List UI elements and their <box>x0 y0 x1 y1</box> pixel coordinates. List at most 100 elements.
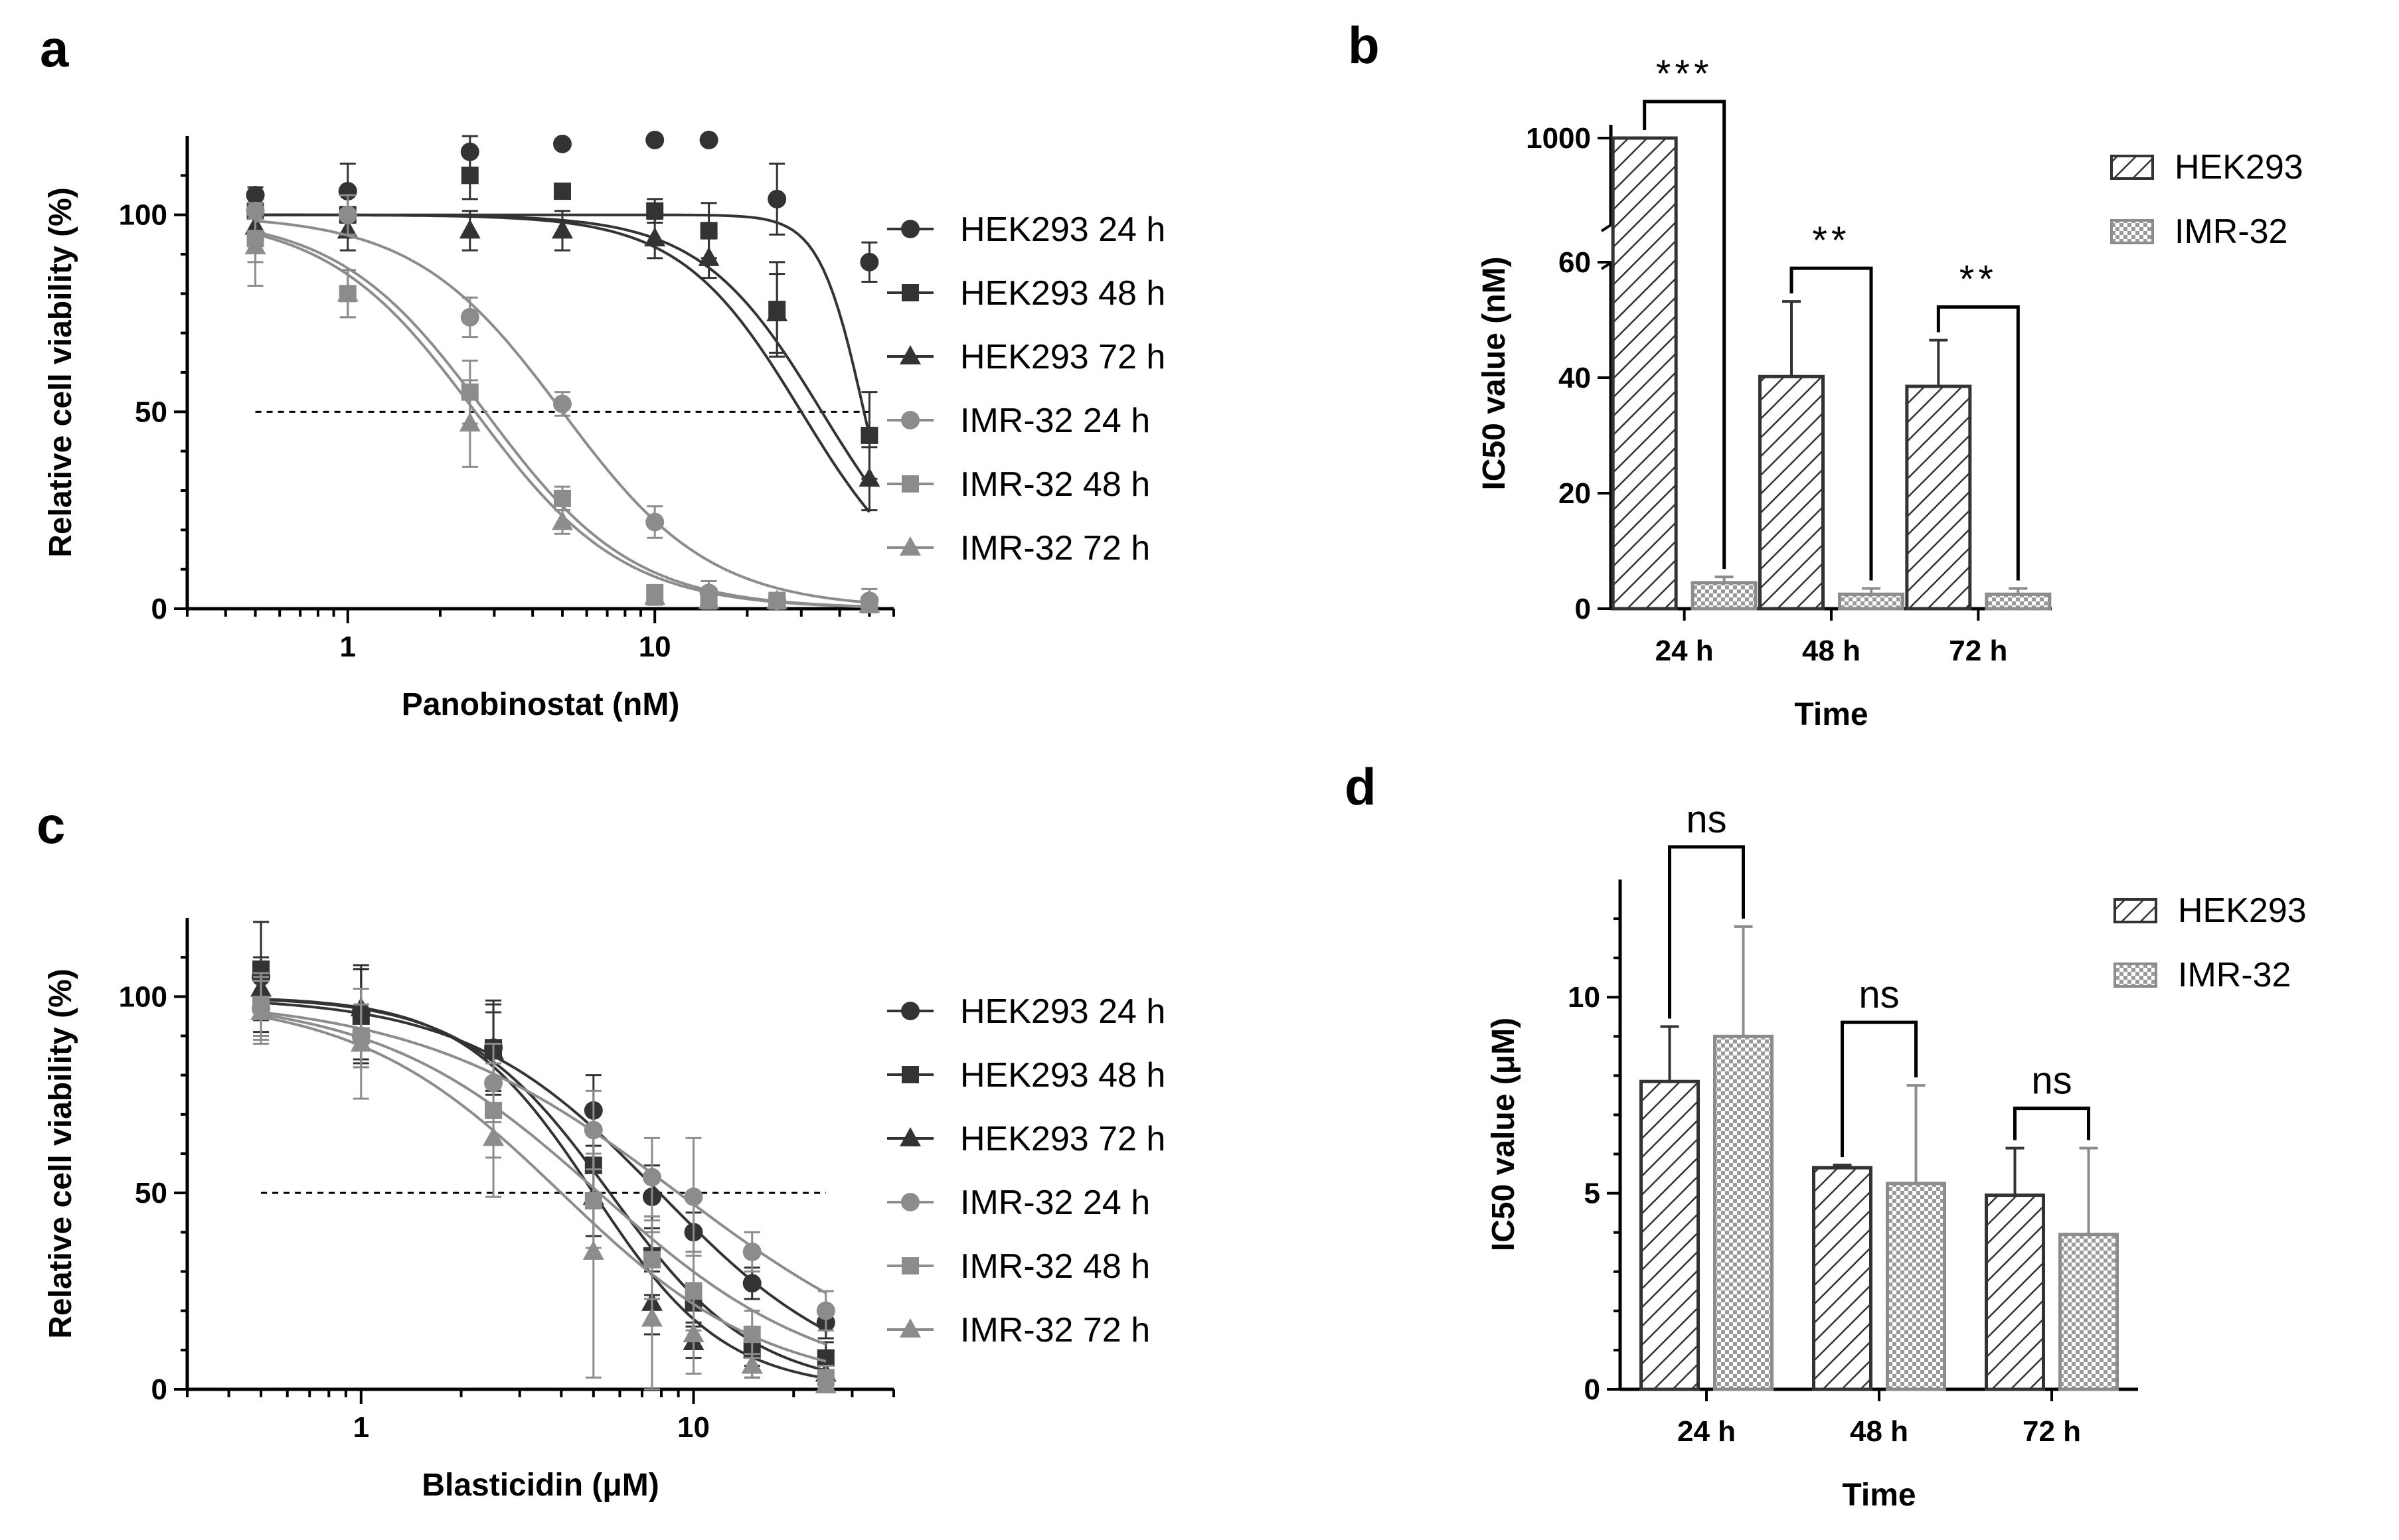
legend-label: IMR-32 72 h <box>960 529 1150 568</box>
bar-imr-32-24-h <box>1713 1034 1774 1391</box>
legend-entry-hek293: HEK293 <box>2113 891 2307 930</box>
series-imr-32-24-h <box>246 194 879 611</box>
panel-label-b: b <box>1348 16 1380 74</box>
x-tick-label-1: 1 <box>353 1411 369 1444</box>
significance-bracket-72-h <box>2013 1107 2090 1140</box>
series-imr-32-72-h <box>250 980 837 1394</box>
legend-entry-hek293-72-h: HEK293 72 h <box>887 1120 1165 1158</box>
bar-imr-32-24-h <box>1691 581 1758 611</box>
data-point-imr-32-72-h <box>459 412 481 432</box>
significance-bracket-48-h <box>1841 1020 1918 1158</box>
y-axis-title: Relative cell viability (%) <box>43 187 78 558</box>
x-tick-label-24-h: 24 h <box>1655 635 1714 667</box>
legend-marker <box>901 1002 920 1020</box>
legend-marker <box>901 1193 920 1211</box>
data-point-imr-32-72-h <box>741 1354 763 1374</box>
x-axis-title: Panobinostat (nM) <box>402 687 680 722</box>
y-tick-label-0: 0 <box>1575 593 1591 625</box>
y-tick-label-0: 0 <box>151 1373 167 1406</box>
legend-swatch <box>2110 155 2154 180</box>
legend-entry-hek293-24-h: HEK293 24 h <box>887 992 1165 1031</box>
legend-marker <box>900 1318 921 1338</box>
fit-curve-hek293-72-h <box>261 998 827 1380</box>
legend-entry-hek293: HEK293 <box>2110 148 2303 187</box>
x-tick-label-10: 10 <box>677 1411 710 1444</box>
data-point-imr-32-72-h <box>350 1032 372 1052</box>
legend-label: HEK293 48 h <box>960 1056 1165 1095</box>
legend-label: HEK293 <box>2175 148 2303 187</box>
panel-label-c: c <box>37 796 65 854</box>
data-point-imr-32-72-h <box>250 1001 272 1020</box>
data-point-hek293-24-h <box>246 186 265 204</box>
data-point-imr-32-24-h <box>642 1168 661 1187</box>
bar-hek293-72-h <box>1985 1194 2045 1391</box>
y-tick-label-10: 10 <box>1568 981 1600 1014</box>
legend-marker <box>901 411 920 429</box>
panel-c-dose-response-chart: 0 50 100 1 10 Blasticidin (μM) Relative cell v… <box>43 918 1165 1503</box>
legend-marker <box>902 1066 919 1083</box>
data-point-imr-32-72-h <box>337 282 359 302</box>
legend-label: IMR-32 72 h <box>960 1311 1150 1349</box>
legend-label: HEK293 24 h <box>960 210 1165 249</box>
legend-entry-imr-32-24-h: IMR-32 24 h <box>887 1184 1150 1222</box>
y-axis-title: Relative cell viability (%) <box>43 968 78 1339</box>
significance-label-48-h: ns <box>1859 973 1899 1016</box>
legend-label: IMR-32 24 h <box>960 402 1150 440</box>
data-point-imr-32-72-h <box>244 235 266 255</box>
legend-marker <box>902 284 919 301</box>
legend-label: HEK293 72 h <box>960 1120 1165 1158</box>
panel-a-dose-response-chart: 0 50 100 1 10 Panobinostat (nM) Relative cell … <box>43 130 1165 722</box>
data-point-imr-32-72-h <box>644 585 666 605</box>
data-point-hek293-48-h <box>553 183 571 200</box>
data-point-hek293-72-h <box>859 467 880 487</box>
panel-label-d: d <box>1345 757 1376 816</box>
data-point-imr-32-24-h <box>645 512 665 532</box>
data-point-imr-32-72-h <box>698 589 720 609</box>
bar-hek293-48-h <box>1812 1166 1872 1391</box>
bar-imr-32-72-h <box>2058 1233 2119 1391</box>
y-tick-label-100: 100 <box>119 199 167 232</box>
y-tick-label-60: 60 <box>1558 246 1591 279</box>
legend-label: IMR-32 <box>2175 212 2287 251</box>
data-point-imr-32-24-h <box>816 1301 835 1320</box>
data-point-hek293-24-h <box>645 130 665 149</box>
bar-hek293-48-h <box>1758 374 1825 611</box>
data-point-hek293-24-h <box>552 134 572 153</box>
bar-imr-32-72-h <box>1985 592 2052 611</box>
legend-entry-imr-32: IMR-32 <box>2113 956 2291 994</box>
y-tick-label-20: 20 <box>1558 477 1591 510</box>
y-axis-title: IC50 value (μM) <box>1486 1018 1521 1251</box>
bar-hek293-24-h <box>1611 136 1678 611</box>
data-point-hek293-24-h <box>699 130 718 149</box>
y-tick-label-0: 0 <box>151 593 167 625</box>
series-imr-32-72-h <box>244 206 880 613</box>
legend-label: HEK293 72 h <box>960 338 1165 376</box>
data-point-hek293-48-h <box>861 426 878 444</box>
x-axis-title: Time <box>1842 1478 1916 1513</box>
x-tick-label-24-h: 24 h <box>1677 1415 1736 1448</box>
data-point-hek293-72-h <box>698 246 720 266</box>
significance-label-72-h: ns <box>2031 1059 2072 1103</box>
legend-entry-hek293-72-h: HEK293 72 h <box>887 338 1165 376</box>
legend-swatch <box>2110 219 2154 244</box>
panel-d-ic50-bar-chart: 0 5 10 24 h ns 48 h ns 72 h ns Time IC50 value (μM… <box>1486 798 2307 1513</box>
legend-entry-hek293-48-h: HEK293 48 h <box>887 1056 1165 1095</box>
y-tick-label-5: 5 <box>1584 1178 1600 1210</box>
significance-label-24-h: *** <box>1656 52 1713 96</box>
x-axis-title: Blasticidin (μM) <box>422 1468 659 1503</box>
panel-b-ic50-bar-chart: 0 20 40 60 1000 24 h *** 48 h ** 72 h ** Time IC50 v… <box>1477 52 2303 732</box>
data-point-imr-32-24-h <box>684 1188 703 1207</box>
data-point-hek293-24-h <box>768 189 787 208</box>
series-hek293-72-h <box>250 956 837 1387</box>
data-point-hek293-72-h <box>459 219 481 239</box>
legend-swatch <box>2113 963 2157 988</box>
data-point-imr-32-24-h <box>742 1242 762 1261</box>
legend-label: IMR-32 48 h <box>960 1247 1150 1286</box>
legend-marker <box>900 1127 921 1146</box>
legend-entry-imr-32: IMR-32 <box>2110 212 2287 251</box>
significance-label-48-h: ** <box>1812 219 1850 262</box>
data-point-imr-32-72-h <box>766 589 788 609</box>
fit-curve-hek293-72-h <box>255 213 870 513</box>
fit-curve-hek293-48-h <box>261 998 827 1372</box>
data-point-imr-32-72-h <box>859 593 880 613</box>
